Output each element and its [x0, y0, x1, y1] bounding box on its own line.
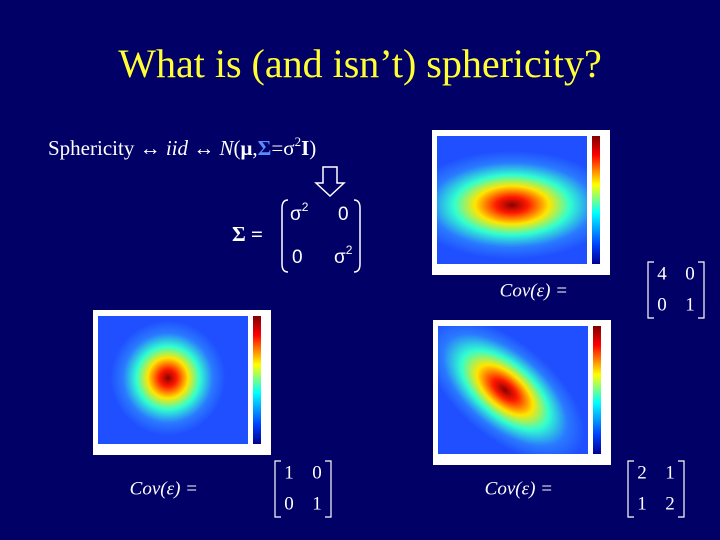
density-blob [437, 150, 587, 260]
matrix-entry: 4 [657, 263, 667, 284]
text-part: ↔ [188, 136, 220, 160]
density [110, 320, 226, 436]
matrix-entry: 2 [665, 493, 675, 514]
text-part: N [219, 136, 235, 160]
matrix-entry: 1 [312, 493, 322, 514]
matrix-entry: σ2 [290, 200, 309, 225]
heatmap-panel: Cov(ε) =1 00 1 [93, 310, 332, 518]
matrix-entry: 0 [657, 294, 667, 315]
heatmap-panel: Cov(ε) =2 11 2 [433, 320, 685, 518]
matrix-entry: 1 [685, 294, 695, 315]
cov-label: Cov(ε) = [130, 478, 198, 499]
colorbar [253, 316, 261, 444]
bracket [678, 460, 685, 518]
matrix-entry: 0 [685, 263, 695, 284]
down-arrow [314, 166, 346, 198]
text-part: , [252, 136, 257, 160]
matrix-entry: 2 [637, 462, 647, 483]
text-part: 2 [295, 134, 302, 149]
density-blob [110, 320, 226, 436]
title: What is (and isn’t) sphericity? [118, 41, 602, 86]
text-part: I [301, 136, 309, 160]
entry-sup: 2 [346, 243, 353, 257]
bracket [627, 460, 634, 518]
definition: Sphericity ↔ iid ↔ N(μ,Σ=σ2I) [48, 134, 316, 160]
text-part: ) [309, 136, 316, 160]
entry-sup: 2 [302, 200, 309, 214]
bracket [353, 199, 361, 273]
matrix-entry: 1 [637, 493, 647, 514]
matrix-entry: 0 [338, 204, 349, 225]
colorbar [593, 326, 601, 454]
matrix-label: Σ = [232, 222, 263, 246]
bracket [647, 261, 654, 319]
matrix-entry: 1 [284, 462, 294, 483]
entry-base: σ [290, 204, 302, 225]
cov-label: Cov(ε) = [500, 280, 568, 301]
bracket [274, 460, 281, 518]
cov-label: Cov(ε) = [485, 478, 553, 499]
matrix-entry: 0 [312, 462, 322, 483]
density-blob [438, 326, 585, 454]
matrix-entry: σ2 [334, 243, 353, 268]
matrix-entry: 0 [284, 493, 294, 514]
text-part: Sphericity ↔ [48, 136, 166, 160]
density [437, 150, 587, 260]
text-part: iid [166, 136, 189, 160]
text-part: ( [234, 136, 241, 160]
heatmap-panel: Cov(ε) =4 00 1 [432, 130, 705, 319]
colorbar [592, 136, 600, 264]
matrix-entry: 1 [665, 462, 675, 483]
bracket [325, 460, 332, 518]
entry-base: σ [334, 247, 346, 268]
bracket [698, 261, 705, 319]
bracket [281, 199, 289, 273]
text-part: Σ [258, 136, 272, 160]
text-part: μ [241, 136, 253, 160]
text-part: =σ [271, 136, 294, 160]
density [438, 326, 585, 454]
matrix-entry: 0 [292, 247, 303, 268]
sigma-matrix: Σ = σ2 0 0 σ2 [232, 199, 361, 273]
